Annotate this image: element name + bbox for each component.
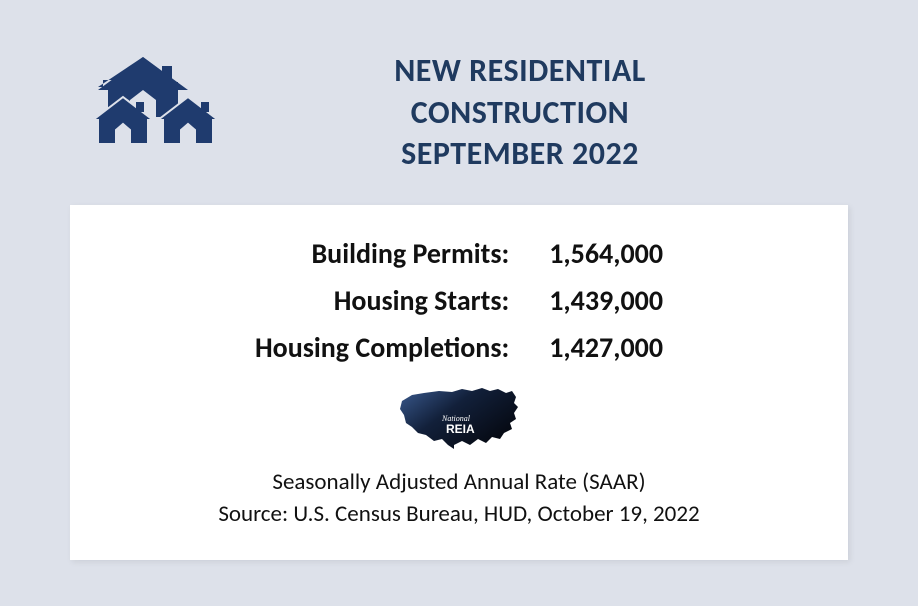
footnote-line-1: Seasonally Adjusted Annual Rate (SAAR) [110,466,808,498]
content-card: Building Permits: 1,564,000 Housing Star… [70,205,848,560]
stat-label: Housing Starts: [235,277,529,324]
footnote: Seasonally Adjusted Annual Rate (SAAR) S… [110,466,808,530]
stat-value: 1,439,000 [529,277,683,324]
stat-label: Building Permits: [235,230,529,277]
stats-table: Building Permits: 1,564,000 Housing Star… [235,230,683,371]
table-row: Housing Completions: 1,427,000 [235,324,683,371]
stat-label: Housing Completions: [235,324,529,371]
footnote-line-2: Source: U.S. Census Bureau, HUD, October… [110,498,808,530]
logo: National REIA [110,383,808,458]
logo-text-bottom: REIA [446,422,475,436]
stat-value: 1,564,000 [529,230,683,277]
stat-value: 1,427,000 [529,324,683,371]
header: NEW RESIDENTIAL CONSTRUCTION SEPTEMBER 2… [0,0,918,195]
title-line-2: CONSTRUCTION [220,92,820,134]
table-row: Building Permits: 1,564,000 [235,230,683,277]
table-row: Housing Starts: 1,439,000 [235,277,683,324]
title-line-1: NEW RESIDENTIAL [220,50,820,92]
page-title: NEW RESIDENTIAL CONSTRUCTION SEPTEMBER 2… [220,50,820,175]
houses-icon [88,52,238,152]
title-line-3: SEPTEMBER 2022 [220,133,820,175]
us-map-icon: National REIA [394,383,524,453]
